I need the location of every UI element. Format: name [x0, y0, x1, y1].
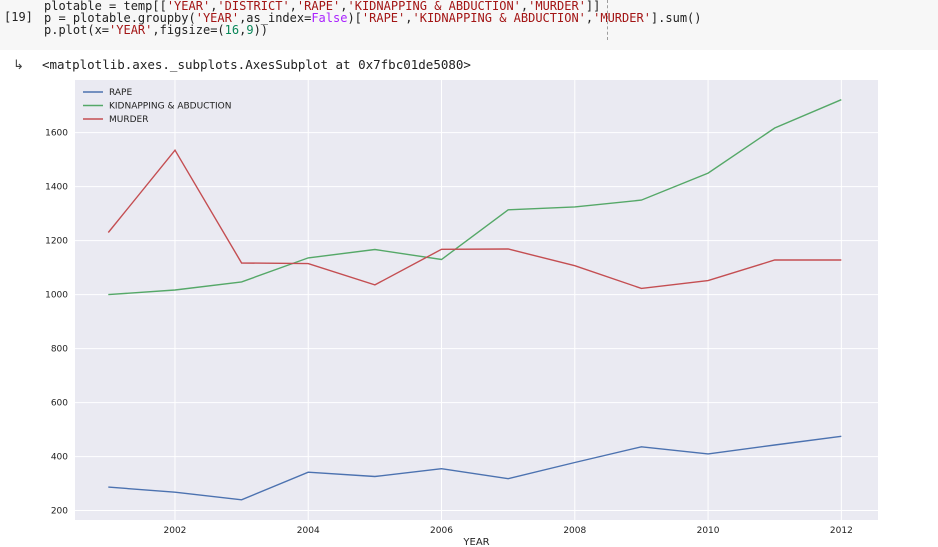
x-tick-label: 2004	[297, 526, 320, 536]
x-tick-label: 2010	[697, 526, 720, 536]
x-tick-label: 2008	[563, 526, 586, 536]
legend-label: RAPE	[109, 88, 132, 98]
output-arrow-icon[interactable]: ↳	[13, 58, 24, 73]
y-tick-label: 600	[51, 399, 68, 409]
series-line	[108, 435, 842, 501]
code-cell[interactable]: [19] plotable = temp[['YEAR','DISTRICT',…	[0, 0, 938, 50]
y-tick-label: 1400	[45, 183, 68, 193]
x-tick-label: 2006	[430, 526, 453, 536]
legend-label: KIDNAPPING & ABDUCTION	[109, 102, 231, 112]
output-text: <matplotlib.axes._subplots.AxesSubplot a…	[42, 57, 471, 72]
x-tick-label: 2002	[164, 526, 187, 536]
y-tick-label: 800	[51, 345, 68, 355]
y-tick-label: 1200	[45, 237, 68, 247]
x-tick-label: 2012	[830, 526, 853, 536]
plot-area	[75, 80, 878, 520]
y-tick-label: 400	[51, 453, 68, 463]
x-axis-label: YEAR	[462, 537, 489, 547]
cell-prompt: [19]	[4, 10, 33, 24]
series-line	[107, 148, 842, 290]
y-tick-label: 200	[51, 507, 68, 517]
series-line	[108, 99, 842, 296]
code-line: plotable = temp[['YEAR','DISTRICT','RAPE…	[44, 0, 601, 13]
legend-label: MURDER	[109, 115, 148, 125]
ruler-line	[607, 0, 608, 40]
y-tick-label: 1600	[45, 129, 68, 139]
code-line: p.plot(x='YEAR',figsize=(16,9))	[44, 23, 269, 37]
y-tick-label: 1000	[45, 291, 68, 301]
